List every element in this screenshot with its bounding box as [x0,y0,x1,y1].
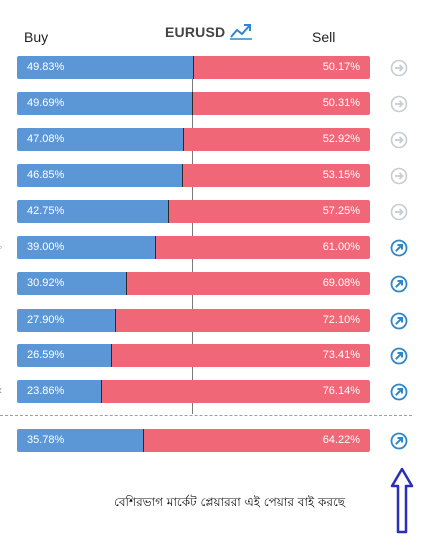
sentiment-row: 39.00% 61.00% [17,236,370,259]
edge-marker: ◦ [0,240,3,254]
arrow-right-circle-icon[interactable] [390,59,408,77]
dashed-separator [0,415,412,416]
arrow-right-circle-icon[interactable] [390,203,408,221]
sell-bar [143,429,370,452]
arrow-right-circle-icon[interactable] [390,95,408,113]
sentiment-row: 49.83% 50.17% [17,56,370,79]
buy-bar [17,56,193,79]
center-divider-line [192,56,193,414]
sell-bar [101,380,370,403]
sentiment-row: 27.90% 72.10% [17,309,370,332]
sell-bar [115,309,370,332]
buy-bar [17,272,126,295]
arrow-up-right-circle-icon[interactable] [390,239,408,257]
buy-column-header: Buy [24,29,49,45]
buy-percentage: 42.75% [27,205,65,217]
buy-bar [17,128,183,151]
sell-percentage: 53.15% [322,169,360,181]
sell-percentage: 69.08% [322,277,360,289]
buy-percentage: 26.59% [27,349,65,361]
buy-percentage: 46.85% [27,169,65,181]
sell-bar [193,56,370,79]
sell-percentage: 76.14% [322,385,360,397]
sentiment-row: 47.08% 52.92% [17,128,370,151]
sentiment-row: 49.69% 50.31% [17,92,370,115]
edge-marker: ‹ [0,383,2,397]
buy-percentage: 23.86% [27,385,65,397]
sentiment-row: 46.85% 53.15% [17,164,370,187]
arrow-right-circle-icon[interactable] [390,131,408,149]
buy-percentage: 47.08% [27,133,65,145]
summary-sentiment-row: 35.78% 64.22% [17,429,370,452]
buy-percentage: 49.69% [27,97,65,109]
sentiment-row: 26.59% 73.41% [17,344,370,367]
arrow-up-right-circle-icon[interactable] [390,312,408,330]
sell-percentage: 52.92% [322,133,360,145]
annotation-text: বেশিরভাগ মার্কেট প্লেয়াররা এই পেয়ার বা… [114,495,346,509]
sell-bar [155,236,370,259]
buy-bar [17,429,143,452]
buy-percentage: 35.78% [27,434,65,446]
sentiment-row: 30.92% 69.08% [17,272,370,295]
sell-percentage: 61.00% [322,241,360,253]
buy-percentage: 39.00% [27,241,65,253]
arrow-up-right-circle-icon[interactable] [390,383,408,401]
buy-percentage: 27.90% [27,314,65,326]
currency-pair-title: EURUSD [165,24,226,40]
sell-percentage: 50.17% [322,61,360,73]
sell-bar [111,344,370,367]
buy-bar [17,92,192,115]
sell-bar [168,200,370,223]
sell-column-header: Sell [312,29,336,45]
sell-bar [183,128,370,151]
sell-bar [126,272,370,295]
buy-bar [17,309,115,332]
buy-bar [17,200,168,223]
trend-chart-icon[interactable] [229,21,253,41]
buy-bar [17,380,101,403]
buy-bar [17,236,155,259]
arrow-right-circle-icon[interactable] [390,167,408,185]
sell-percentage: 50.31% [322,97,360,109]
sell-percentage: 73.41% [322,349,360,361]
sell-percentage: 57.25% [322,205,360,217]
sell-bar [182,164,370,187]
sell-percentage: 64.22% [322,434,360,446]
sell-percentage: 72.10% [322,314,360,326]
buy-percentage: 30.92% [27,277,65,289]
sell-bar [192,92,370,115]
buy-bar [17,164,182,187]
hand-drawn-up-arrow-icon [390,467,414,534]
buy-percentage: 49.83% [27,61,65,73]
sentiment-row: 42.75% 57.25% [17,200,370,223]
sentiment-row: 23.86% 76.14% [17,380,370,403]
arrow-up-right-circle-icon[interactable] [390,432,408,450]
buy-bar [17,344,111,367]
arrow-up-right-circle-icon[interactable] [390,347,408,365]
arrow-up-right-circle-icon[interactable] [390,275,408,293]
